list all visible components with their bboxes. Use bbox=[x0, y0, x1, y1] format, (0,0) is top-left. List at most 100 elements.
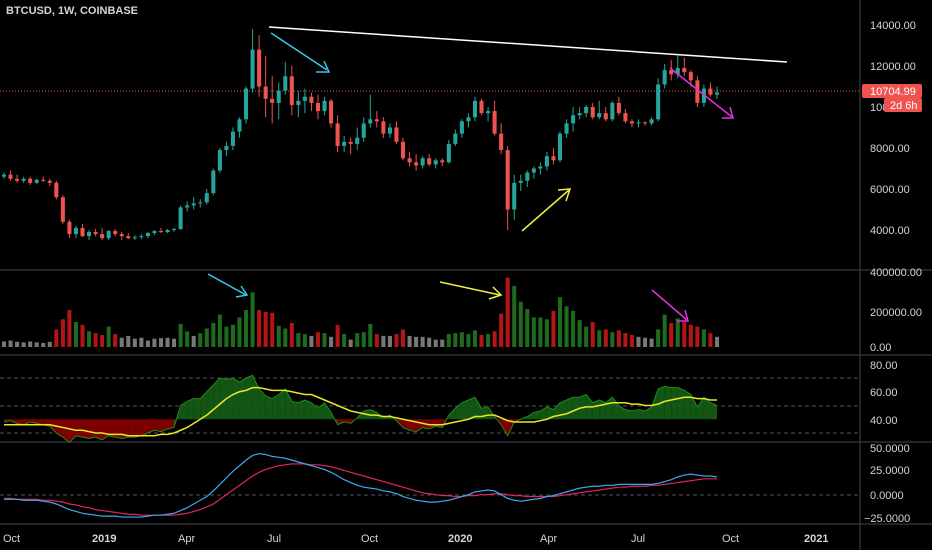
candle-body bbox=[577, 113, 582, 116]
volume-bar bbox=[374, 334, 379, 347]
candle-body bbox=[15, 178, 20, 181]
candle-body bbox=[34, 179, 39, 183]
volume-bar bbox=[329, 336, 334, 347]
volume-bar bbox=[178, 323, 183, 347]
candle-body bbox=[152, 231, 157, 234]
candle-body bbox=[662, 70, 667, 85]
price-magenta-arrow[interactable] bbox=[669, 67, 733, 118]
volume-bar bbox=[623, 333, 628, 347]
price-axis-tick: 8000.00 bbox=[870, 143, 910, 155]
volume-bar bbox=[610, 332, 615, 347]
candle-body bbox=[459, 121, 464, 134]
volume-bar bbox=[427, 337, 432, 347]
rsi-fill-segment bbox=[631, 409, 639, 420]
rsi-fill-segment bbox=[265, 395, 273, 420]
candle-body bbox=[564, 123, 569, 134]
rsi-fill-segment bbox=[540, 406, 547, 420]
volume-bar bbox=[28, 341, 33, 347]
rsi-fill-segment bbox=[121, 419, 129, 439]
candle-body bbox=[571, 115, 576, 124]
rsi-fill-segment bbox=[664, 386, 672, 420]
candle-body bbox=[289, 76, 294, 105]
candle-body bbox=[394, 127, 399, 142]
volume-axis-tick: 400000.00 bbox=[870, 267, 922, 279]
rsi-fill-segment bbox=[697, 397, 704, 420]
candle-body bbox=[669, 70, 674, 75]
candle-body bbox=[257, 49, 262, 87]
volume-bar bbox=[87, 331, 92, 347]
rsi-fill-segment bbox=[134, 419, 142, 438]
volume-bar bbox=[714, 336, 720, 347]
volume-magenta-arrow[interactable] bbox=[651, 289, 688, 321]
time-axis-tick: Apr bbox=[540, 533, 557, 545]
rsi-fill-segment bbox=[193, 398, 201, 420]
volume-bar bbox=[512, 285, 517, 347]
candle-body bbox=[139, 236, 144, 238]
rsi-fill-segment bbox=[167, 419, 175, 429]
candle-body bbox=[407, 158, 412, 163]
rsi-fill-segment bbox=[115, 419, 122, 439]
price-cyan-arrow[interactable] bbox=[270, 32, 328, 71]
volume-bar bbox=[584, 326, 589, 347]
price-yellow-arrow[interactable] bbox=[521, 189, 570, 232]
candle-body bbox=[505, 150, 510, 210]
volume-bar bbox=[577, 320, 582, 347]
rsi-line bbox=[3, 374, 718, 444]
volume-bar bbox=[361, 332, 366, 347]
volume-cyan-arrow[interactable] bbox=[207, 273, 247, 296]
candle-body bbox=[656, 84, 661, 120]
rsi-lines bbox=[3, 374, 718, 444]
rsi-fill-segment bbox=[403, 419, 410, 431]
candle-body bbox=[518, 180, 523, 183]
rsi-fill-segment bbox=[285, 389, 292, 420]
volume-bar bbox=[21, 342, 26, 347]
volume-yellow-arrow-head bbox=[488, 286, 503, 300]
rsi-fill-segment bbox=[527, 412, 534, 420]
resistance-trendline[interactable] bbox=[268, 26, 788, 63]
candle-body bbox=[119, 234, 124, 237]
candle-body bbox=[610, 102, 615, 120]
candle-body bbox=[427, 158, 432, 165]
volume-bar bbox=[420, 336, 425, 347]
rsi-fill-segment bbox=[246, 375, 253, 420]
volume-bar bbox=[629, 334, 634, 347]
volume-bar bbox=[60, 319, 65, 347]
volume-yellow-arrow[interactable] bbox=[439, 281, 501, 296]
price-yellow-arrow-head bbox=[557, 188, 572, 202]
candle-body bbox=[230, 131, 235, 146]
rsi-fill-segment bbox=[154, 419, 161, 432]
volume-bar bbox=[198, 333, 203, 347]
candle-body bbox=[525, 172, 530, 181]
macd-axis-tick: 25.0000 bbox=[870, 465, 910, 477]
candle-body bbox=[629, 121, 634, 124]
rsi-fill-segment bbox=[259, 389, 266, 420]
candle-body bbox=[198, 202, 203, 204]
volume-bar bbox=[348, 339, 353, 347]
rsi-fill-segment bbox=[75, 419, 83, 438]
volume-bar bbox=[119, 337, 124, 347]
candle-body bbox=[551, 156, 556, 161]
candle-body bbox=[165, 230, 170, 233]
candle-body bbox=[538, 166, 543, 169]
rsi-fill-segment bbox=[684, 390, 691, 420]
volume-bar bbox=[355, 333, 360, 347]
symbol-title[interactable]: BTCUSD, 1W, COINBASE bbox=[6, 5, 139, 17]
volume-bar bbox=[172, 338, 177, 347]
volume-bar bbox=[440, 339, 445, 347]
volume-bar bbox=[145, 340, 150, 347]
rsi-fill-segment bbox=[671, 387, 678, 420]
candle-body bbox=[453, 133, 458, 144]
volume-bar bbox=[466, 334, 471, 347]
volume-bar bbox=[695, 326, 700, 347]
time-axis-tick: 2021 bbox=[804, 533, 828, 545]
candle-body bbox=[636, 122, 641, 124]
candle-body bbox=[1, 174, 7, 177]
time-axis-tick: 2020 bbox=[448, 533, 472, 545]
candle-body bbox=[335, 123, 340, 146]
macd-axis-tick: 50.0000 bbox=[870, 443, 910, 455]
rsi-fill-segment bbox=[219, 378, 227, 420]
rsi-fill-segment bbox=[128, 419, 135, 438]
volume-magenta-arrow-head bbox=[677, 309, 689, 322]
rsi-fill-segment bbox=[573, 397, 580, 420]
